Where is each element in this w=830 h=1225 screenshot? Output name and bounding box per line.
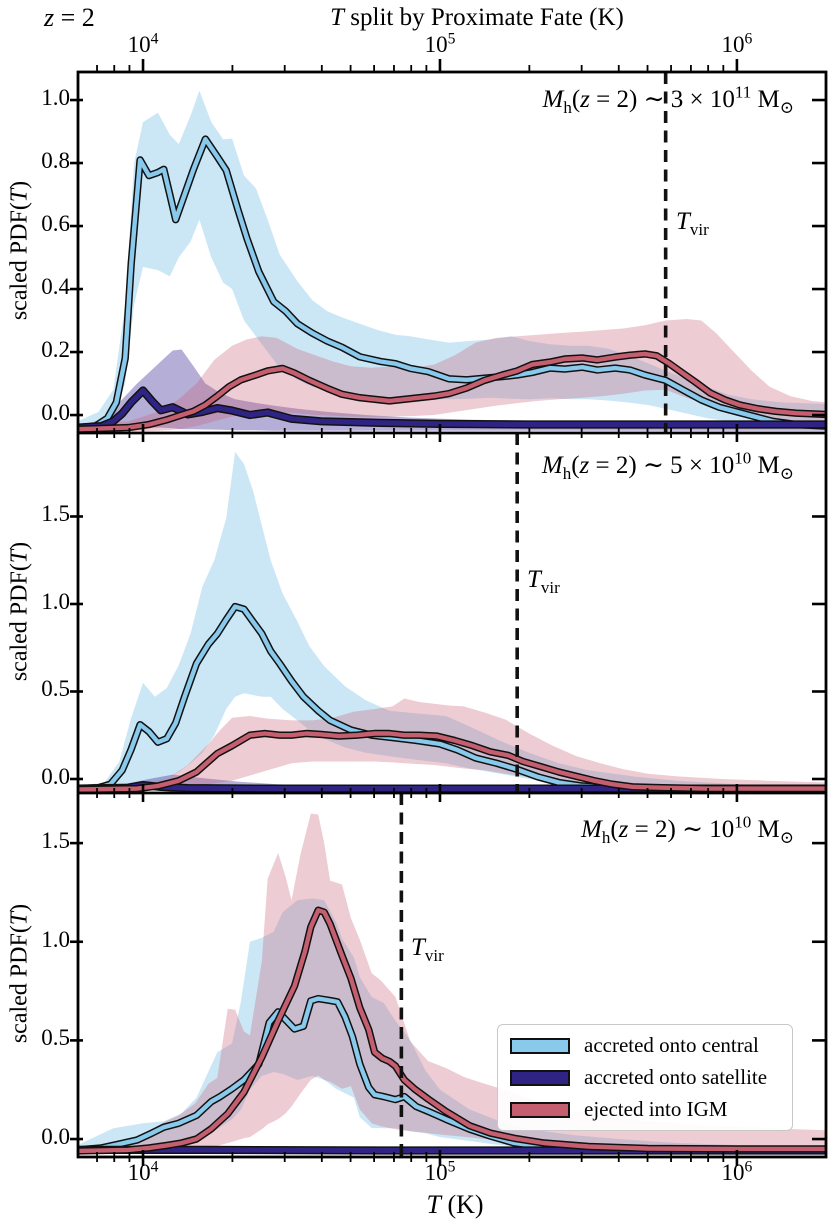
redshift-label: z = 2 xyxy=(44,3,95,32)
igm-curve xyxy=(78,351,826,432)
x-tick-label-bottom: 104 xyxy=(127,1158,159,1185)
x-axis-label: T (K) xyxy=(426,1190,484,1219)
y-tick-label: 0.8 xyxy=(41,148,70,174)
x-tick-label-bottom: 106 xyxy=(721,1158,753,1185)
tvir-label-middle: Tvir xyxy=(527,566,560,597)
halo-mass-annotation-middle: Mh(z = 2) ∼ 5 × 1010 M⊙ xyxy=(541,448,794,483)
y-tick-label: 1.0 xyxy=(41,85,70,111)
y-tick-label: 0.5 xyxy=(41,1025,70,1051)
central-curve xyxy=(78,604,826,791)
satellite-curve xyxy=(78,387,826,431)
legend-swatch-igm xyxy=(510,1101,570,1118)
y-tick-label: 0.0 xyxy=(41,400,70,426)
x-tick-label-bottom: 105 xyxy=(424,1158,456,1185)
y-axis-label-top-panel: scaled PDF(T) xyxy=(6,180,33,321)
legend-label: accreted onto central xyxy=(584,1033,759,1057)
igm-curve xyxy=(78,731,826,792)
central-curve xyxy=(78,136,826,430)
legend-swatch-satellite xyxy=(510,1069,570,1086)
panel-top xyxy=(78,72,826,433)
x-tick-label-top: 106 xyxy=(721,30,753,57)
axis-ticks xyxy=(70,59,826,1166)
y-tick-label: 1.0 xyxy=(41,926,70,952)
x-tick-label-top: 104 xyxy=(127,30,159,57)
legend-item: accreted onto central xyxy=(510,1033,780,1058)
legend-item: accreted onto satellite xyxy=(510,1065,780,1090)
legend-label: accreted onto satellite xyxy=(584,1065,768,1089)
x-tick-label-top: 105 xyxy=(424,30,456,57)
figure-title: T split by Proximate Fate (K) xyxy=(330,4,624,31)
y-tick-label: 1.5 xyxy=(41,828,70,854)
igm-band xyxy=(78,813,826,1154)
y-tick-label: 0.0 xyxy=(41,1124,70,1150)
halo-mass-annotation-bottom: Mh(z = 2) ∼ 1010 M⊙ xyxy=(581,812,794,847)
y-tick-label: 0.6 xyxy=(41,211,70,237)
legend-swatch-central xyxy=(510,1037,570,1054)
igm-curve xyxy=(78,908,826,1154)
y-tick-label: 0.5 xyxy=(41,676,70,702)
y-tick-label: 1.0 xyxy=(41,588,70,614)
axes-spines xyxy=(76,70,828,1159)
y-tick-label: 1.5 xyxy=(41,501,70,527)
tvir-label-bottom: Tvir xyxy=(411,934,444,965)
central-band xyxy=(78,90,826,431)
central-band xyxy=(78,898,826,1152)
central-curve xyxy=(78,996,826,1153)
y-tick-label: 0.0 xyxy=(41,763,70,789)
y-tick-label: 0.2 xyxy=(41,337,70,363)
tvir-label-top: Tvir xyxy=(676,208,709,239)
legend-item: ejected into IGM xyxy=(510,1097,780,1122)
halo-mass-annotation-top: Mh(z = 2) ∼ 3 × 1011 M⊙ xyxy=(542,82,794,117)
y-tick-label: 0.4 xyxy=(41,274,70,300)
panel-middle xyxy=(78,433,826,793)
panel-bottom xyxy=(78,793,826,1157)
legend-label: ejected into IGM xyxy=(584,1097,728,1121)
legend: accreted onto central accreted onto satel… xyxy=(497,1024,793,1131)
